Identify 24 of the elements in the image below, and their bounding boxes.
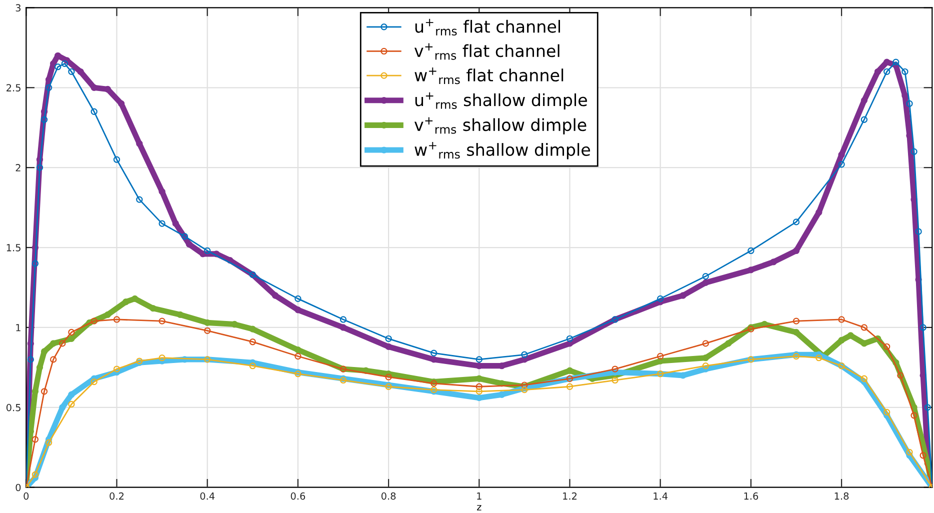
y-tick-label: 2.5 (6, 84, 20, 92)
x-tick-label: 1.8 (834, 492, 849, 500)
x-tick-label: 0.4 (200, 492, 215, 500)
y-tick-label: 1.5 (6, 244, 20, 252)
x-tick-label: 1 (477, 492, 482, 500)
y-tick-label: 1 (16, 324, 20, 332)
legend-label: u$^{+}$$_{rms}$ shallow dimple (415, 92, 587, 110)
x-tick-label: 1.6 (744, 492, 758, 500)
legend-label: u$^{+}$$_{rms}$ flat channel (415, 18, 560, 36)
y-tick-label: 0 (16, 484, 21, 492)
y-tick-label: 3 (16, 4, 21, 12)
y-tick-label: 0.5 (6, 404, 20, 412)
legend-label: w$^{+}$$_{rms}$ flat channel (414, 68, 564, 84)
x-tick-label: 0.8 (381, 492, 396, 500)
x-tick-label: 1.2 (563, 492, 576, 500)
x-tick-label: 0.2 (110, 492, 124, 500)
x-tick-label: 1.4 (654, 492, 668, 500)
y-tick-label: 2 (16, 164, 20, 172)
legend-label: v$^{+}$$_{rms}$ shallow dimple (414, 117, 586, 134)
x-tick-label: 0 (24, 492, 29, 500)
x-tick-label: 0.6 (290, 492, 306, 500)
legend-label: w$^{+}$$_{rms}$ shallow dimple (414, 142, 590, 160)
legend-label: v$^{+}$$_{rms}$ flat channel (414, 43, 560, 60)
x-axis-title: z (477, 505, 482, 510)
